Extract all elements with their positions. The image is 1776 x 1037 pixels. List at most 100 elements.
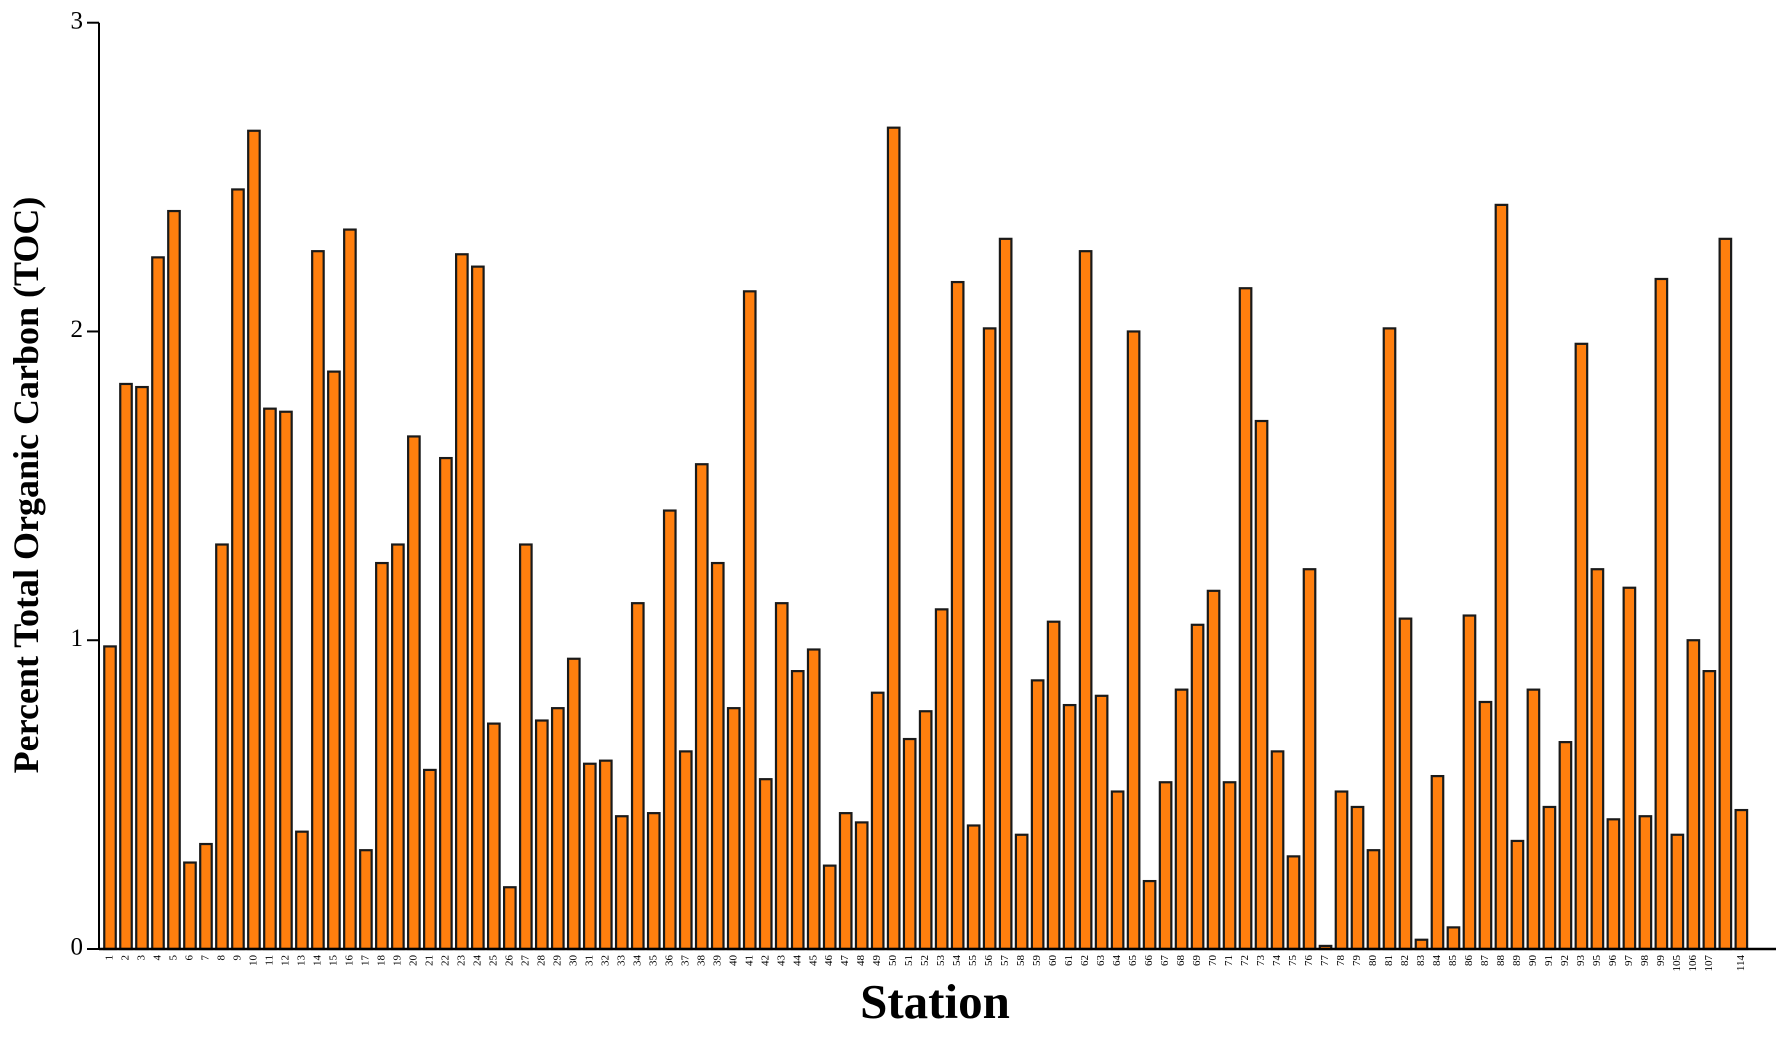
x-tick-label: 68 <box>1175 955 1187 967</box>
bar <box>1558 741 1573 951</box>
bar <box>103 645 117 951</box>
bar <box>598 759 613 951</box>
x-tick-label: 11 <box>263 955 275 966</box>
x-tick-label: 91 <box>1543 955 1555 966</box>
bar <box>1222 781 1237 951</box>
bar <box>1238 287 1253 951</box>
bar <box>1286 855 1301 951</box>
bar <box>742 290 757 951</box>
x-tick-label: 19 <box>391 955 403 967</box>
bar <box>1030 679 1045 951</box>
x-tick-label: 29 <box>551 955 563 967</box>
x-tick-label: 53 <box>935 955 947 967</box>
bar <box>183 861 197 951</box>
x-tick-label: 46 <box>823 955 835 967</box>
bar <box>311 250 325 951</box>
bar <box>758 778 773 951</box>
bar <box>518 543 533 951</box>
x-tick-label: 14 <box>311 955 323 967</box>
x-tick-label: 41 <box>743 955 755 966</box>
bar <box>1734 808 1749 951</box>
bar <box>966 824 981 951</box>
y-tick-label: 3 <box>71 7 84 34</box>
x-tick-label: 80 <box>1367 955 1379 967</box>
x-tick-label: 4 <box>152 955 164 961</box>
x-tick-label: 69 <box>1191 955 1203 967</box>
bar <box>502 886 517 951</box>
bar <box>806 648 821 951</box>
x-tick-label: 77 <box>1319 955 1331 967</box>
bar <box>838 812 853 951</box>
x-tick-label: 35 <box>647 955 659 967</box>
x-tick-label: 13 <box>295 955 307 967</box>
bar <box>822 864 837 951</box>
bar <box>870 691 885 951</box>
x-tick-label: 87 <box>1479 955 1491 967</box>
bar <box>279 410 293 951</box>
x-tick-label: 64 <box>1111 955 1123 967</box>
x-tick-label: 32 <box>599 955 611 966</box>
bar <box>1014 833 1029 951</box>
x-tick-label: 24 <box>471 955 483 967</box>
x-tick-label: 56 <box>983 955 995 967</box>
bar <box>998 237 1013 951</box>
bar <box>1670 833 1685 951</box>
bar <box>678 750 693 951</box>
bar <box>1478 700 1493 951</box>
x-tick-label: 50 <box>887 955 899 967</box>
x-tick-label: 6 <box>183 955 195 961</box>
x-tick-label: 86 <box>1463 955 1475 967</box>
bar <box>582 762 597 951</box>
x-tick-label: 45 <box>807 955 819 967</box>
bar <box>1542 805 1557 951</box>
bar <box>199 842 213 951</box>
bar <box>1622 586 1637 951</box>
bar <box>550 707 565 951</box>
x-tick-label: 60 <box>1047 955 1059 967</box>
x-tick-label: 58 <box>1015 955 1027 967</box>
bar <box>1190 623 1205 951</box>
bar <box>1094 694 1109 951</box>
x-tick-label: 63 <box>1095 955 1107 967</box>
x-tick-label: 73 <box>1255 955 1267 967</box>
x-tick-label: 85 <box>1447 955 1459 967</box>
bar <box>1078 250 1093 951</box>
x-tick-label: 74 <box>1271 955 1283 967</box>
bar <box>1606 818 1621 951</box>
x-tick-label: 98 <box>1639 955 1651 967</box>
x-tick-label: 83 <box>1415 955 1427 967</box>
x-tick-label: 12 <box>279 955 291 966</box>
bar <box>391 543 405 951</box>
x-axis-title: Station <box>860 974 1010 1029</box>
x-tick-label: 34 <box>631 955 643 967</box>
x-tick-label: 79 <box>1351 955 1363 967</box>
x-tick-label: 70 <box>1207 955 1219 967</box>
x-tick-label: 17 <box>359 955 371 967</box>
x-tick-label: 21 <box>423 955 435 966</box>
bar <box>119 382 133 951</box>
x-tick-label: 67 <box>1159 955 1171 967</box>
bar <box>982 327 997 951</box>
bar <box>455 253 469 951</box>
bar <box>630 602 645 951</box>
x-tick-label: 84 <box>1431 955 1443 967</box>
x-tick-label: 49 <box>871 955 883 967</box>
bar <box>886 126 901 951</box>
bar <box>934 608 949 951</box>
bar <box>1702 670 1717 951</box>
x-tick-label: 47 <box>839 955 851 967</box>
x-tick-label: 48 <box>855 955 867 967</box>
x-tick-label: 95 <box>1591 955 1603 967</box>
x-tick-label: 1 <box>104 955 116 961</box>
bar <box>1590 568 1605 951</box>
bar <box>1430 774 1445 951</box>
bar <box>486 722 501 951</box>
bar <box>1158 781 1173 951</box>
bar <box>790 670 805 951</box>
bar <box>1206 589 1221 951</box>
x-tick-label: 20 <box>407 955 419 967</box>
bar <box>1446 926 1461 951</box>
bar <box>1302 568 1317 951</box>
bar <box>1510 839 1525 951</box>
bar <box>407 435 421 951</box>
